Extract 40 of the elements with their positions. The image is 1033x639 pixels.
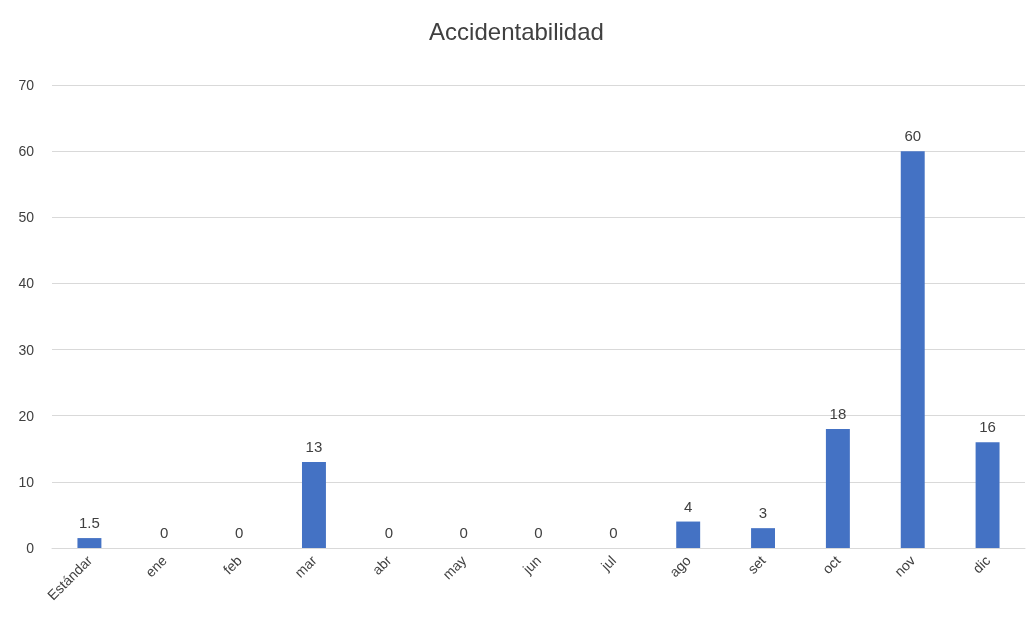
y-tick-label: 20 — [18, 407, 35, 424]
bar — [751, 528, 776, 548]
data-label: 18 — [829, 404, 847, 422]
data-label: 0 — [609, 524, 618, 541]
data-label: 0 — [384, 524, 393, 541]
data-label: 1.5 — [78, 514, 100, 532]
bar — [900, 151, 925, 548]
data-label: 0 — [160, 524, 169, 541]
x-tick-label: set — [744, 552, 769, 577]
data-label: 0 — [459, 524, 468, 541]
data-label: 60 — [904, 127, 922, 145]
x-tick-label: ene — [142, 552, 171, 581]
x-tick-label: abr — [368, 552, 395, 578]
y-tick-label: 70 — [18, 77, 35, 93]
x-tick-label: nov — [891, 552, 919, 580]
x-tick-label: jul — [597, 552, 619, 575]
data-label: 16 — [979, 418, 996, 436]
y-tick-label: 30 — [18, 341, 35, 358]
y-tick-label: 0 — [26, 540, 35, 556]
data-label: 0 — [534, 524, 543, 541]
data-label: 0 — [234, 524, 244, 541]
y-tick-label: 50 — [18, 209, 35, 226]
x-tick-label: jun — [518, 552, 545, 578]
y-tick-label: 40 — [18, 275, 35, 292]
bar — [676, 521, 701, 548]
x-tick-label: ago — [666, 552, 694, 581]
bar — [975, 442, 1000, 548]
data-label: 13 — [305, 438, 323, 456]
chart-title: Accidentabilidad — [429, 17, 604, 45]
bar — [77, 538, 102, 548]
y-tick-label: 10 — [18, 473, 35, 490]
x-tick-label: oct — [819, 552, 844, 577]
y-tick-label: 60 — [18, 143, 35, 160]
bar — [301, 462, 326, 548]
data-label: 3 — [758, 504, 768, 522]
data-label: 4 — [684, 497, 693, 515]
x-tick-label: dic — [969, 552, 994, 577]
x-tick-label: feb — [219, 552, 245, 578]
bar — [825, 428, 850, 548]
x-tick-label: mar — [291, 552, 320, 581]
